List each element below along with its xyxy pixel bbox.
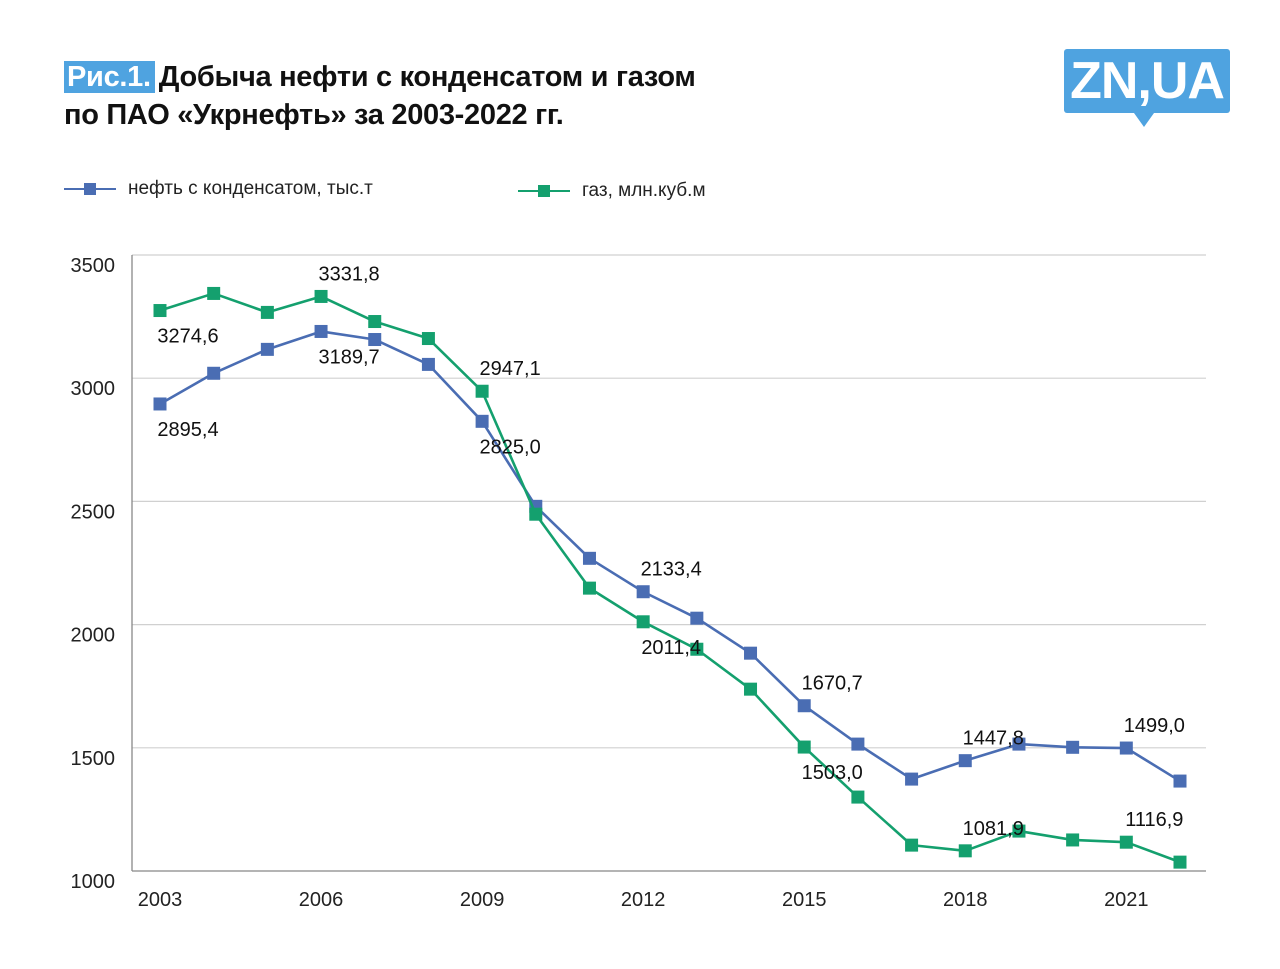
legend-oil-marker-icon	[64, 182, 116, 196]
data-point-gas	[314, 289, 328, 303]
y-tick-label: 1500	[71, 748, 116, 770]
data-point-gas	[368, 315, 382, 329]
legend-item-gas: газ, млн.куб.м	[518, 180, 706, 202]
y-tick-labels: 1000 1500 2000 2500 3000 3500	[71, 255, 116, 893]
data-point-oil	[421, 357, 435, 371]
legend-item-oil: нефть с конденсатом, тыс.т	[64, 178, 373, 200]
data-point-oil	[1012, 737, 1026, 751]
data-point-gas	[905, 838, 919, 852]
data-point-oil	[636, 585, 650, 599]
y-tick-label: 2500	[71, 501, 116, 523]
data-point-gas	[153, 304, 167, 318]
data-point-gas	[1119, 835, 1133, 849]
data-point-oil	[958, 754, 972, 768]
data-point-oil	[1066, 740, 1080, 754]
axes	[131, 255, 1206, 872]
title-text-1: Добыча нефти с конденсатом и газом	[158, 61, 696, 93]
x-tick-labels: 2003 2006 2009 2012 2015 2018 2021	[138, 889, 1149, 911]
data-point-gas	[207, 286, 221, 300]
data-point-gas	[1173, 855, 1187, 869]
data-point-oil	[153, 397, 167, 411]
data-label-gas: 2011,4	[641, 637, 701, 659]
x-tick-label: 2003	[138, 889, 183, 911]
series-line-gas	[159, 292, 1181, 864]
data-point-gas	[690, 642, 704, 656]
data-label-oil: 3189,7	[318, 346, 379, 368]
series	[153, 286, 1187, 869]
data-point-gas	[529, 507, 543, 521]
data-point-oil	[1173, 774, 1187, 788]
data-point-oil	[744, 646, 758, 660]
gridlines	[132, 254, 1206, 749]
legend-oil-label: нефть с конденсатом, тыс.т	[128, 178, 373, 199]
data-point-oil	[797, 699, 811, 713]
data-label-oil: 1447,8	[963, 728, 1024, 750]
title-line-1: Рис.1. Добыча нефти с конденсатом и газом	[64, 58, 696, 96]
data-point-gas	[797, 740, 811, 754]
data-point-gas	[475, 384, 489, 398]
data-point-oil	[314, 324, 328, 338]
figure-label: Рис.1.	[64, 61, 155, 93]
data-label-oil: 2133,4	[641, 559, 702, 581]
data-point-gas	[421, 332, 435, 346]
data-point-gas	[1066, 833, 1080, 847]
x-tick-label: 2018	[943, 889, 988, 911]
legend-gas-marker-icon	[518, 184, 570, 198]
y-tick-label: 1000	[71, 871, 116, 893]
title-line-2: по ПАО «Укрнефть» за 2003-2022 гг.	[64, 99, 564, 131]
data-label-gas: 1503,0	[802, 762, 863, 784]
data-point-gas	[1012, 824, 1026, 838]
data-label-oil: 2895,4	[157, 419, 218, 441]
series-line-oil	[159, 330, 1181, 783]
x-tick-label: 2015	[782, 889, 827, 911]
data-point-oil	[207, 366, 221, 380]
data-point-oil	[905, 772, 919, 786]
chart-title: Рис.1. Добыча нефти с конденсатом и газом…	[64, 58, 696, 134]
series-gas	[153, 286, 1187, 869]
data-point-oil	[368, 333, 382, 347]
y-tick-label: 3000	[71, 378, 116, 400]
data-point-oil	[690, 611, 704, 625]
data-label-oil: 2825,0	[480, 436, 541, 458]
data-point-oil	[1119, 741, 1133, 755]
data-label-oil: 1499,0	[1124, 715, 1185, 737]
data-point-gas	[851, 790, 865, 804]
data-point-oil	[851, 737, 865, 751]
data-point-gas	[744, 682, 758, 696]
legend-gas-label: газ, млн.куб.м	[582, 180, 706, 201]
x-tick-label: 2006	[299, 889, 344, 911]
y-tick-label: 2000	[71, 625, 116, 647]
y-tick-label: 3500	[71, 255, 116, 277]
data-label-gas: 2947,1	[480, 358, 541, 380]
x-tick-label: 2012	[621, 889, 666, 911]
data-label-gas: 3331,8	[318, 263, 379, 285]
zn-ua-logo: ZN,UA	[1064, 49, 1230, 127]
data-point-gas	[958, 844, 972, 858]
data-point-gas	[260, 305, 274, 319]
data-point-oil	[475, 414, 489, 428]
data-label-oil: 1670,7	[802, 673, 863, 695]
data-label-gas: 3274,6	[157, 326, 218, 348]
data-point-gas	[636, 615, 650, 629]
data-label-gas: 1116,9	[1125, 809, 1183, 831]
series-oil	[153, 324, 1187, 788]
x-tick-label: 2021	[1104, 889, 1149, 911]
data-labels: 2895,4 3189,7 2825,0 2133,4 1670,7 1447,8 1499…	[157, 263, 1184, 839]
data-point-oil	[582, 551, 596, 565]
data-point-gas	[582, 581, 596, 595]
data-point-oil	[260, 342, 274, 356]
x-tick-label: 2009	[460, 889, 505, 911]
data-label-gas: 1081,9	[963, 818, 1024, 840]
